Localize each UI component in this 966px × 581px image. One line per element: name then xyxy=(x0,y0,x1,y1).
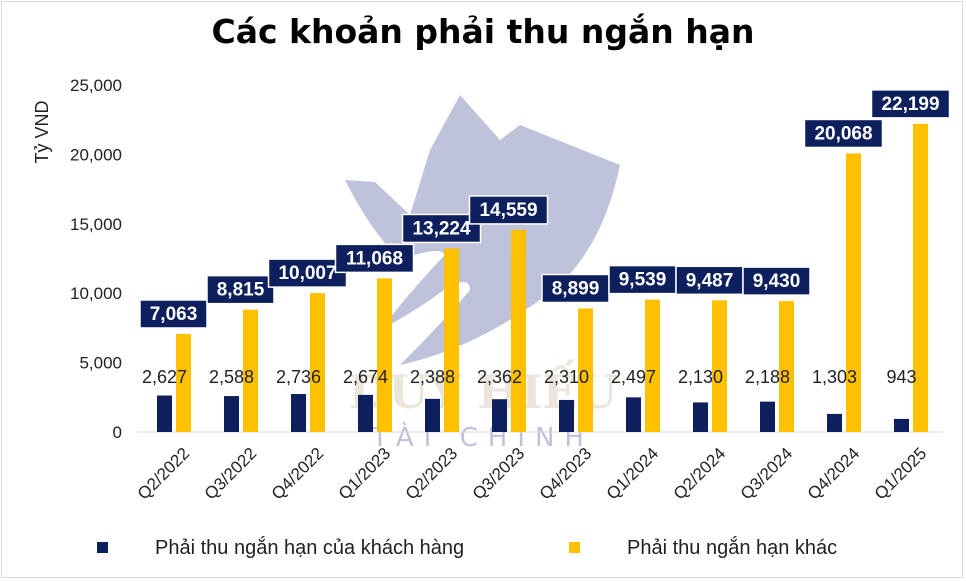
data-label-customer: 943 xyxy=(886,367,916,387)
bar-customer-receivables xyxy=(760,401,775,432)
bar-other-receivables xyxy=(511,229,526,432)
bar-customer-receivables xyxy=(291,394,306,432)
data-label-box xyxy=(675,265,744,296)
bar-other-receivables xyxy=(176,333,191,432)
data-label-other: 9,539 xyxy=(619,270,667,291)
x-tick-label: Q3/2024 xyxy=(737,444,797,504)
bar-other-receivables xyxy=(846,153,861,432)
x-tick-label: Q2/2024 xyxy=(670,444,730,504)
bar-customer-receivables xyxy=(559,399,574,432)
bars-group xyxy=(157,123,928,433)
data-label-box xyxy=(870,89,951,119)
y-tick-label: 20,000 xyxy=(70,145,122,164)
data-label-customer: 1,303 xyxy=(812,367,857,387)
x-tick-label: Q1/2025 xyxy=(871,444,931,504)
bar-customer-receivables xyxy=(358,394,373,432)
chart-title: Các khoản phải thu ngắn hạn xyxy=(211,12,755,51)
data-label-customer: 2,130 xyxy=(678,367,723,387)
bar-other-receivables xyxy=(310,293,325,432)
legend-label: Phải thu ngắn hạn khác xyxy=(627,536,837,559)
bar-other-receivables xyxy=(913,123,928,433)
data-label-box xyxy=(401,213,482,244)
bar-other-receivables xyxy=(578,308,593,432)
y-tick-label: 10,000 xyxy=(70,284,122,303)
y-axis-title: Tỷ VND xyxy=(32,100,52,163)
data-label-customer: 2,674 xyxy=(343,367,388,387)
bar-customer-receivables xyxy=(693,402,708,432)
data-label-box xyxy=(267,258,348,288)
data-label-box xyxy=(334,243,415,274)
bar-customer-receivables xyxy=(894,418,909,432)
watermark-shield-shape xyxy=(345,95,620,365)
x-tick-label: Q4/2022 xyxy=(268,444,328,504)
data-label-box xyxy=(206,274,275,305)
data-label-customer: 2,188 xyxy=(745,367,790,387)
data-label-other: 11,068 xyxy=(346,248,403,269)
x-tick-label: Q1/2024 xyxy=(603,444,663,504)
bar-other-receivables xyxy=(779,301,794,432)
bar-customer-receivables xyxy=(626,397,641,432)
data-label-customer: 2,388 xyxy=(410,367,455,387)
data-label-other: 22,199 xyxy=(881,94,939,115)
y-tick-label: 15,000 xyxy=(70,215,122,234)
x-tick-label: Q3/2022 xyxy=(201,444,261,504)
data-labels-group: 2,627 7,063 2,588 8,815 2,736 10,007 2,674 11,0… xyxy=(139,89,951,387)
data-label-box xyxy=(608,264,677,295)
bar-other-receivables xyxy=(645,299,660,432)
x-tick-label: Q4/2024 xyxy=(804,444,864,504)
data-label-box xyxy=(139,299,208,329)
data-label-other: 14,559 xyxy=(479,200,537,221)
y-tick-label: 25,000 xyxy=(70,76,122,95)
data-label-customer: 2,362 xyxy=(477,367,522,387)
bar-customer-receivables xyxy=(492,399,507,432)
data-label-other: 8,899 xyxy=(552,278,600,299)
bar-other-receivables xyxy=(243,309,258,432)
data-label-other: 8,815 xyxy=(217,280,265,301)
bar-customer-receivables xyxy=(157,395,172,432)
data-label-customer: 2,310 xyxy=(544,367,589,387)
legend: Phải thu ngắn hạn của khách hàng Phải thu… xyxy=(97,536,837,559)
legend-swatch xyxy=(569,542,580,553)
watermark-logo: DUY HIẾU TÀI CHÍNH xyxy=(345,95,620,453)
data-label-customer: 2,497 xyxy=(611,367,656,387)
data-label-box xyxy=(468,195,549,225)
data-label-customer: 2,627 xyxy=(142,367,187,387)
data-label-other: 9,430 xyxy=(753,271,801,292)
bar-customer-receivables xyxy=(425,398,440,432)
legend-swatch xyxy=(97,542,108,553)
data-label-customer: 2,588 xyxy=(209,367,254,387)
bar-customer-receivables xyxy=(827,413,842,432)
y-tick-label: 5,000 xyxy=(79,354,122,373)
bar-other-receivables xyxy=(377,278,392,432)
bar-customer-receivables xyxy=(224,396,239,432)
legend-label: Phải thu ngắn hạn của khách hàng xyxy=(155,536,464,559)
y-tick-label: 0 xyxy=(113,423,122,442)
data-label-other: 20,068 xyxy=(814,123,872,144)
x-tick-label: Q1/2023 xyxy=(335,444,395,504)
data-label-other: 10,007 xyxy=(278,263,336,284)
data-label-box xyxy=(803,118,884,149)
bar-other-receivables xyxy=(444,248,459,432)
data-label-box xyxy=(541,273,610,304)
y-axis-ticks: 0 5,000 10,000 15,000 20,000 25,000 xyxy=(70,76,122,442)
data-label-customer: 2,736 xyxy=(276,367,321,387)
x-tick-label: Q2/2022 xyxy=(134,444,194,504)
data-label-other: 13,224 xyxy=(412,218,471,239)
data-label-other: 9,487 xyxy=(686,270,734,291)
data-label-box xyxy=(742,266,811,296)
data-label-other: 7,063 xyxy=(150,304,198,325)
bar-other-receivables xyxy=(712,300,727,432)
watermark-text-sub: TÀI CHÍNH xyxy=(371,421,594,453)
